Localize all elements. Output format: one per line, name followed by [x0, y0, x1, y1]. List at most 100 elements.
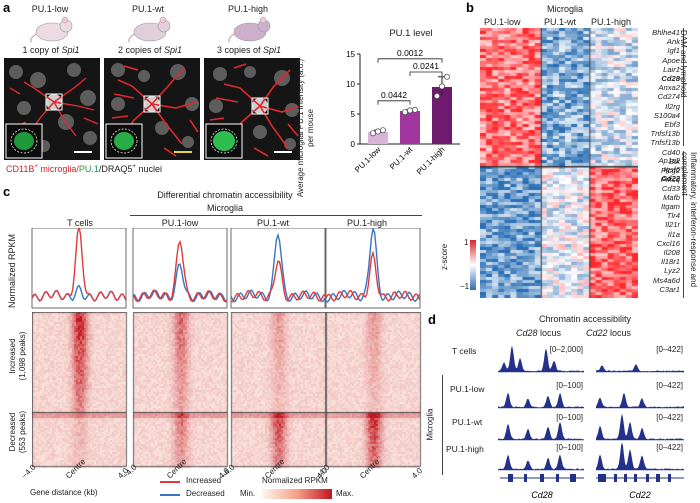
legend-decreased-text: Decreased — [186, 489, 225, 498]
bar-point — [407, 107, 414, 114]
track-range: [0–100] — [556, 413, 583, 422]
track-range: [0–2,000] — [550, 345, 583, 354]
category-bracket-dam — [683, 28, 684, 146]
gene-label: Lair1 — [663, 64, 680, 74]
gene-label: Cxcl16 — [656, 238, 680, 248]
group-title-high: PU.1-high — [227, 4, 269, 14]
heatmap-title: Microglia — [546, 4, 583, 14]
p-value: 0.0012 — [397, 48, 423, 58]
col-high: PU.1-high — [346, 218, 388, 228]
heatmap-col-wt: PU.1-wt — [544, 17, 577, 27]
gene-model-exon — [524, 474, 527, 482]
panel-a-letter: a — [3, 0, 11, 15]
gene-label: Bhlhe41 — [652, 28, 680, 37]
mouse-icon-low — [30, 16, 73, 43]
stain-pu1: PU.1 — [78, 164, 99, 174]
microglia-track-bracket — [442, 375, 443, 475]
gene-spi1-low: Spi1 — [61, 45, 80, 55]
profile-frame — [230, 228, 326, 309]
gene-label: Btk — [669, 156, 680, 166]
bar-point — [380, 127, 387, 134]
gene-label: Cd274 — [657, 92, 680, 102]
locus-cd22-title: Cd22 locus — [586, 328, 631, 338]
track-range: [0–422] — [656, 413, 683, 422]
category-bracket-inflammatory — [683, 151, 684, 298]
locus-cd28-gene: Cd28 — [516, 328, 538, 338]
gene-label: Lyz2 — [664, 266, 680, 276]
bar-y-tick-label: 10 — [346, 80, 355, 89]
gene-label: Cd28 — [661, 74, 680, 83]
gene-label: Itgam — [661, 202, 680, 211]
col-wt: PU.1-wt — [256, 218, 289, 228]
gene-model-exon — [556, 474, 559, 482]
gene-model-exon — [624, 474, 627, 482]
increased-count: (1,098 peaks) — [18, 331, 27, 381]
zscore-colorbar — [470, 240, 476, 290]
track-right — [596, 393, 684, 408]
panel-b-letter: b — [466, 0, 474, 15]
microglia-bracket — [130, 215, 422, 216]
gene-label: Cd22 — [661, 174, 680, 184]
comparison-bracket — [377, 58, 443, 63]
stain-nuclei: nuclei — [135, 164, 162, 174]
group-title-wt: PU.1-wt — [131, 4, 164, 14]
microglia-track-label: Microglia — [425, 408, 435, 441]
track-range: [0–422] — [656, 443, 683, 452]
track-left — [498, 345, 584, 372]
copy-count-high: 3 copies of — [216, 45, 263, 55]
mouse-icon-wt — [128, 16, 171, 43]
bar-y-tick-label: 5 — [351, 110, 356, 119]
mouse-icon-high — [228, 16, 271, 43]
bar-chart-ylabel: Average microglial PU.1 intensity (a.u.)… — [296, 58, 315, 198]
gene-label-cd22: Cd22 — [629, 490, 651, 500]
copy-count-wt: 2 copies of — [117, 45, 164, 55]
copy-label-high: 3 copies of Spi1 — [200, 45, 298, 55]
x-axis-title: Gene distance (kb) — [30, 488, 98, 497]
zscore-max: 1 — [464, 238, 469, 247]
decreased-count: (553 peaks) — [18, 410, 27, 454]
copy-label-wt: 2 copies of Spi1 — [101, 45, 199, 55]
row-decreased-label: Decreased (553 peaks) — [8, 392, 28, 472]
gene-model-exon — [668, 474, 671, 482]
heatmap-col-low: PU.1-low — [484, 17, 521, 27]
track-left — [498, 454, 584, 470]
bar-chart: 0 5 10 15 PU.1-low PU.1-wt PU.1-high 0.0442 0.02… — [346, 48, 460, 177]
gene-label-cd28: Cd28 — [531, 490, 553, 500]
track-left — [498, 392, 584, 408]
profile-line-decreased — [132, 263, 228, 303]
locus-cd22-word: locus — [607, 328, 632, 338]
expression-heatmap — [480, 28, 638, 298]
gene-spi1-high: Spi1 — [263, 45, 282, 55]
bar-point — [370, 130, 377, 137]
gene-label: Cd33 — [661, 183, 680, 193]
bar-point — [444, 73, 451, 80]
gene-label: Tlr4 — [666, 211, 680, 221]
profile-line-increased — [325, 250, 421, 302]
genome-tracks: [0–2,000] [0–422] [0–100] [0–422] [0–100] [0–… — [498, 345, 684, 500]
gene-model-exon — [508, 474, 513, 482]
gene-label: Il18r1 — [661, 257, 680, 267]
gene-model-exon — [614, 474, 617, 482]
profile-ylabel: Normalized RPKM — [7, 233, 17, 309]
micrograph-wt — [104, 58, 200, 160]
row-increased-label: Increased (1,098 peaks) — [8, 316, 28, 396]
track-label-high: PU.1-high — [446, 444, 484, 454]
chromatin-title: Differential chromatin accessibility — [157, 190, 293, 200]
bar-category-label: PU.1-wt — [388, 145, 415, 172]
copy-label-low: 1 copy of Spi1 — [2, 45, 100, 55]
track-range: [0–422] — [656, 345, 683, 354]
micrograph-low — [4, 58, 100, 160]
gene-list-dam: Bhlhe41 Ank Igf1 Apoe Lair1 Cd28 Anxa2 Cd274 Il2… — [641, 28, 696, 188]
gene-model-exon — [570, 474, 576, 482]
track-right — [596, 364, 684, 372]
bar-point — [375, 128, 382, 135]
gene-label: Anxa2 — [658, 83, 680, 93]
stain-microglia: microglia/ — [37, 164, 79, 174]
category-label-dam: DAM and lymphoid — [679, 30, 688, 98]
track-range: [0–422] — [656, 381, 683, 390]
bar-point — [434, 93, 441, 100]
gene-model-exon — [646, 474, 649, 482]
group-title-low: PU.1-low — [31, 4, 69, 14]
gene-model-exon — [540, 474, 544, 482]
gene-label: Il21r — [665, 220, 680, 230]
